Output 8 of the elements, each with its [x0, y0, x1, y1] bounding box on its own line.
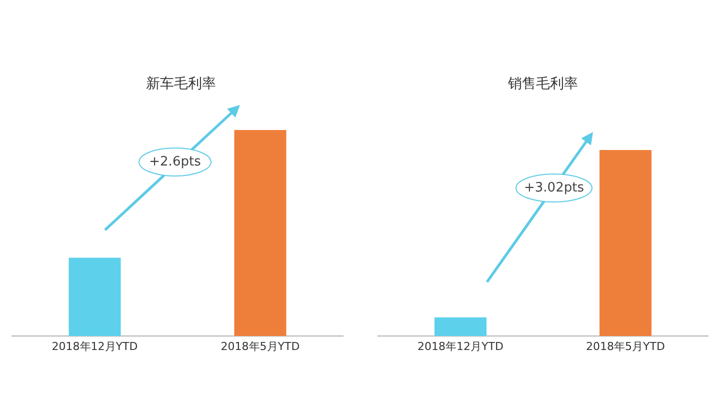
x-tick-label: 2018年5月YTD	[220, 340, 300, 353]
x-tick-label: 2018年12月YTD	[418, 340, 504, 353]
x-tick-label: 2018年12月YTD	[52, 340, 138, 353]
x-tick-label: 2018年5月YTD	[586, 340, 665, 353]
annotation: +2.6pts	[149, 154, 201, 170]
chart-title: 销售毛利率	[507, 76, 578, 92]
chart-title: 新车毛利率	[146, 76, 216, 92]
annotation: +3.02pts	[524, 180, 584, 196]
